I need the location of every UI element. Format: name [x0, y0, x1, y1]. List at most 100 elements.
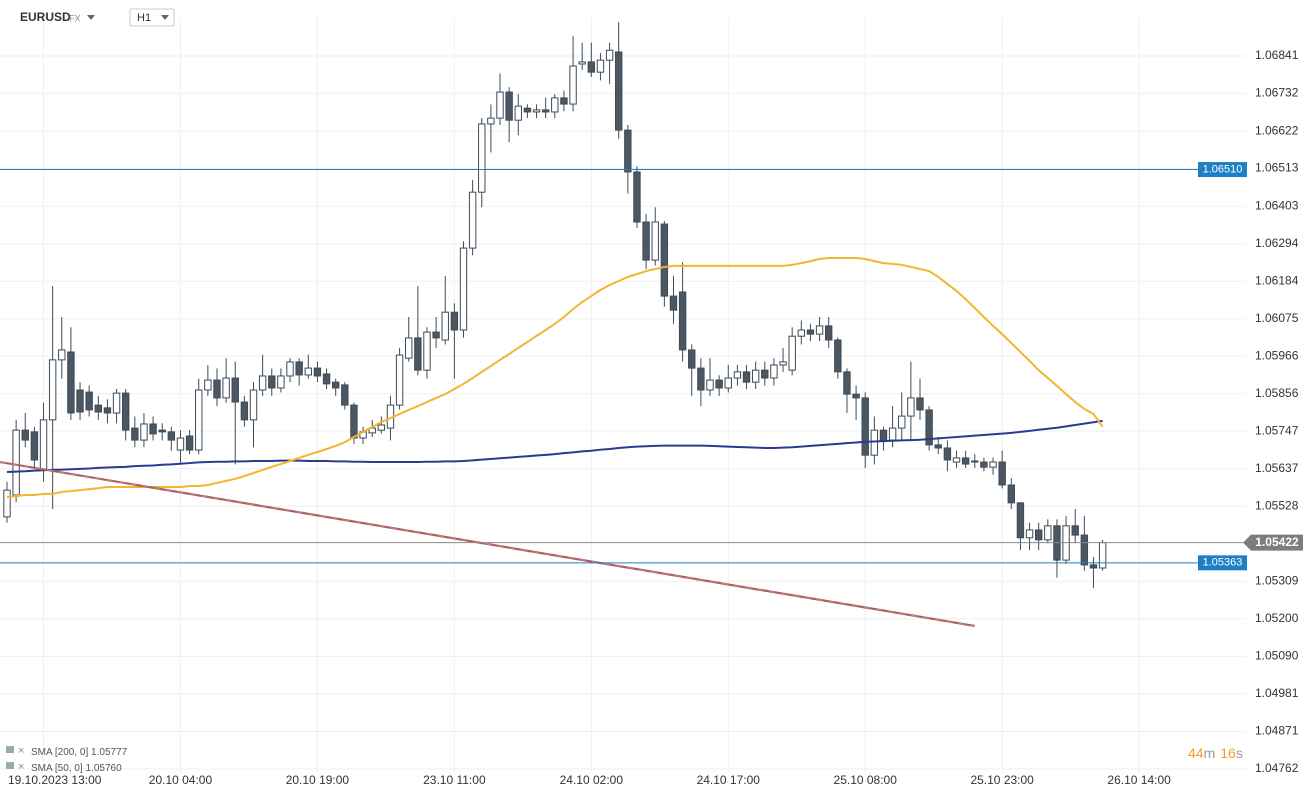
candle-body	[523, 107, 532, 113]
candle-body	[961, 457, 970, 465]
candle-body	[806, 329, 815, 335]
candle-body	[596, 59, 605, 73]
candle-body	[76, 389, 84, 413]
candle-body	[341, 384, 349, 406]
symbol-dropdown[interactable]	[87, 15, 95, 20]
candle-body	[249, 389, 258, 421]
legend-close[interactable]: ×	[18, 745, 24, 757]
legend-icon[interactable]	[6, 746, 14, 753]
candle-body	[149, 423, 157, 435]
candle-body	[998, 461, 1006, 486]
candle-body	[779, 361, 787, 366]
candle-body	[624, 129, 632, 173]
timeframe-dropdown[interactable]	[161, 15, 169, 20]
candle-body	[140, 423, 148, 441]
candle-body	[185, 435, 194, 451]
candle-body	[167, 431, 176, 441]
candle-body	[304, 367, 312, 376]
candle-body	[94, 404, 102, 413]
y-tick-label: 1.06732	[1255, 86, 1299, 100]
candle-body	[888, 427, 897, 441]
candle-body	[12, 429, 20, 496]
y-tick-label: 1.06075	[1255, 311, 1299, 325]
candle-body	[21, 429, 29, 441]
candle-body	[569, 65, 577, 105]
candle-body	[733, 371, 742, 379]
candle-body	[195, 389, 203, 451]
candle-body	[605, 49, 614, 61]
candle-body	[660, 223, 669, 297]
y-tick-label: 1.05528	[1255, 498, 1299, 512]
candle-body	[587, 61, 596, 73]
candle-body	[277, 375, 285, 389]
candle-body	[815, 325, 824, 335]
sma-line	[6, 419, 1103, 473]
candle-body	[751, 369, 760, 383]
x-tick-label: 23.10 11:00	[423, 773, 486, 787]
legend-entry: SMA [50, 0] 1.05760	[31, 763, 122, 774]
y-tick-label: 1.06403	[1255, 198, 1299, 212]
candle-body	[222, 377, 230, 399]
x-tick-label: 20.10 19:00	[286, 773, 350, 787]
level-label-box	[1198, 555, 1247, 571]
candle-body	[67, 351, 75, 414]
timeframe-box[interactable]	[129, 8, 175, 27]
candle-body	[907, 397, 915, 417]
candle-body	[578, 61, 586, 65]
candle-body	[761, 369, 769, 379]
y-tick-label: 1.04762	[1255, 761, 1299, 775]
candle-body	[514, 105, 522, 121]
candle-body	[952, 457, 961, 463]
y-tick-label: 1.06513	[1255, 161, 1299, 175]
candle-body	[478, 123, 486, 193]
candle-body	[377, 424, 386, 431]
legend-icon[interactable]	[6, 762, 14, 769]
candle-body	[560, 97, 568, 105]
sma-line	[6, 257, 1104, 499]
candle-body	[706, 379, 714, 391]
legend-close[interactable]: ×	[18, 761, 24, 773]
level-label: 1.05363	[1203, 557, 1243, 569]
candle-body	[724, 377, 732, 389]
candle-body	[158, 429, 166, 433]
y-tick-label: 1.05200	[1255, 611, 1299, 625]
candle-body	[898, 415, 906, 429]
x-tick-label: 20.10 04:00	[149, 773, 213, 787]
candle-body	[532, 109, 541, 113]
candle-body	[861, 397, 869, 456]
y-tick-label: 1.05747	[1255, 423, 1299, 437]
y-tick-label: 1.06622	[1255, 123, 1299, 137]
level-label-box	[1198, 162, 1247, 178]
candle-body	[3, 489, 11, 518]
candle-body	[615, 51, 623, 131]
legend-entry: SMA [200, 0] 1.05777	[31, 747, 128, 758]
candle-body	[468, 191, 477, 249]
candle-body	[943, 447, 952, 461]
plot	[3, 22, 1107, 588]
candle-body	[1098, 542, 1107, 569]
timeframe[interactable]: H1	[137, 12, 151, 24]
candle-body	[85, 391, 93, 411]
candle-body	[432, 331, 440, 339]
candle-body	[1007, 484, 1015, 504]
candle-body	[715, 379, 723, 389]
candle-body	[313, 367, 322, 377]
candle-body	[788, 335, 796, 371]
candle-body	[770, 364, 778, 379]
candle-body	[487, 117, 495, 125]
candle-body	[112, 392, 121, 414]
candle-body	[669, 295, 678, 311]
x-tick-label: 26.10 14:00	[1107, 773, 1171, 787]
candle-body	[240, 401, 249, 421]
candle-body	[651, 221, 659, 261]
candle-body	[1034, 529, 1043, 541]
x-tick-label: 24.10 17:00	[697, 773, 761, 787]
y-tick-label: 1.06841	[1255, 48, 1299, 62]
candle-body	[405, 337, 413, 359]
candle-body	[496, 91, 504, 119]
symbol[interactable]: EURUSD	[20, 10, 71, 24]
candle-body	[688, 349, 696, 369]
market: FX	[69, 13, 81, 23]
y-tick-label: 1.04981	[1255, 686, 1299, 700]
